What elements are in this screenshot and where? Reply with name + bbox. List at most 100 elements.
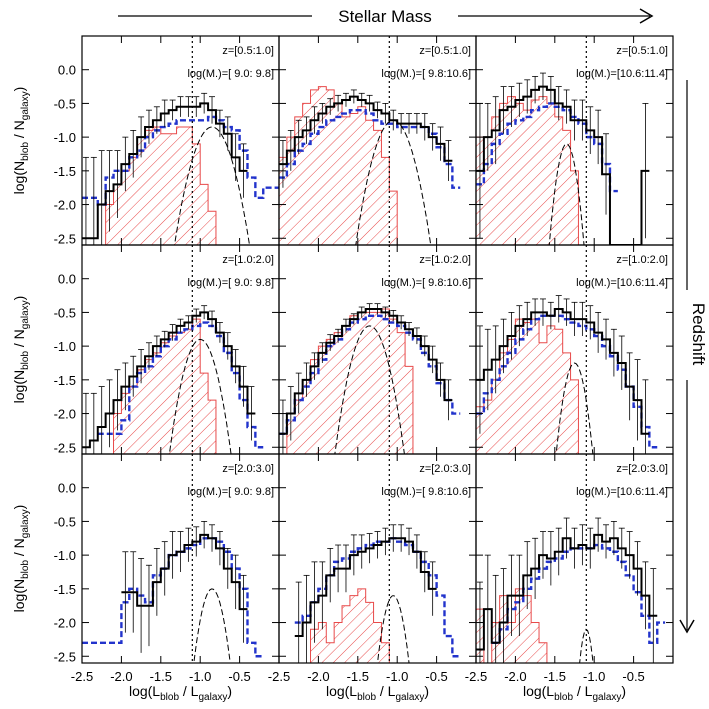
mass-bin-label: log(M.)=[10.6:11.4] bbox=[576, 277, 668, 289]
hatched-red-histogram bbox=[279, 588, 476, 663]
x-tick-label: -0.5 bbox=[425, 669, 447, 684]
mass-bin-label: log(M.)=[ 9.8:10.6] bbox=[381, 486, 471, 498]
mass-bin-label: log(M.)=[ 9.0: 9.8] bbox=[187, 68, 274, 80]
y-tick-label: -0.5 bbox=[54, 305, 76, 320]
y-tick-label: -1.0 bbox=[54, 130, 76, 145]
axis-title-part: blob bbox=[20, 142, 31, 161]
component-dashed-curve bbox=[376, 595, 410, 663]
y-tick-label: -2.5 bbox=[54, 440, 76, 455]
observed-histogram bbox=[121, 533, 248, 611]
blue-model-histogram bbox=[82, 115, 279, 206]
y-axis-title: log(Nblob / Ngalaxy) bbox=[11, 296, 31, 404]
axis-titles: log(Lblob / Lgalaxy) log(Lblob / Lgalaxy)… bbox=[11, 87, 626, 703]
panel-r1-c2: z=[1.0:2.0] log(M.)=[10.6:11.4] bbox=[475, 244, 674, 455]
observed-histogram bbox=[294, 537, 437, 638]
hatched-red-histogram bbox=[476, 318, 673, 454]
axis-title-part: ) bbox=[227, 683, 232, 699]
y-tick-label: -0.5 bbox=[54, 514, 76, 529]
mass-bin-label: log(M.)=[ 9.0: 9.8] bbox=[187, 277, 274, 289]
x-axis-title: log(Lblob / Lgalaxy) bbox=[523, 683, 626, 703]
y-tick-label: -2.5 bbox=[54, 231, 76, 246]
component-dashed-curve bbox=[548, 143, 585, 245]
stellar-mass-label: Stellar Mass bbox=[338, 7, 432, 26]
redshift-bin-label: z=[2.0:3.0] bbox=[419, 463, 471, 475]
y-tick-label: -1.5 bbox=[54, 373, 76, 388]
axis-title-part: blob bbox=[554, 692, 573, 703]
x-tick-label: -1.5 bbox=[347, 669, 369, 684]
x-tick-label: -1.0 bbox=[386, 669, 408, 684]
observed-histogram bbox=[476, 533, 658, 651]
panel-plot-area bbox=[279, 454, 476, 663]
y-tick-label: -2.0 bbox=[54, 198, 76, 213]
panel-r2-c0: z=[2.0:3.0] log(M.)=[ 9.0: 9.8] -2.5 -2.0 -1… bbox=[54, 453, 280, 684]
component-dashed-curve bbox=[334, 325, 405, 454]
redshift-header: Redshift bbox=[679, 80, 708, 634]
axis-title-part: galaxy bbox=[20, 509, 31, 538]
redshift-bin-label: z=[0.5:1.0] bbox=[419, 45, 471, 57]
y-tick-label: -1.5 bbox=[54, 582, 76, 597]
redshift-arrow-head-icon bbox=[679, 619, 695, 634]
y-axis-title: log(Nblob / Ngalaxy) bbox=[11, 505, 31, 613]
component-dashed-curve bbox=[173, 126, 251, 245]
x-tick-label: -2.0 bbox=[110, 669, 132, 684]
y-tick-label: 0.0 bbox=[58, 272, 76, 287]
x-tick-label: -2.5 bbox=[71, 669, 93, 684]
axis-title-part: blob bbox=[20, 351, 31, 370]
axis-title-part: / L bbox=[179, 683, 199, 699]
axis-title-part: log(L bbox=[326, 683, 357, 699]
blue-model-histogram bbox=[491, 543, 666, 644]
axis-title-part: log(L bbox=[129, 683, 160, 699]
panel-r2-c1: z=[2.0:3.0] log(M.)=[ 9.8:10.6] -2.5 -2.0 -1… bbox=[268, 453, 477, 684]
axis-title-part: / L bbox=[376, 683, 396, 699]
observed-histogram bbox=[82, 311, 256, 449]
panel-plot-area bbox=[279, 245, 476, 454]
hatched-red-histogram bbox=[279, 86, 476, 245]
axis-title-part: ) bbox=[11, 505, 27, 510]
axis-title-part: log(N bbox=[11, 579, 27, 612]
axis-title-part: / N bbox=[11, 329, 27, 351]
mass-bin-label: log(M.)=[ 9.8:10.6] bbox=[381, 68, 471, 80]
panel-frame bbox=[475, 453, 674, 664]
x-tick-label: -1.5 bbox=[544, 669, 566, 684]
mass-bin-label: log(M.)=[ 9.0: 9.8] bbox=[187, 486, 274, 498]
axis-title-part: / L bbox=[573, 683, 593, 699]
blue-model-histogram bbox=[279, 108, 461, 189]
x-tick-label: -1.0 bbox=[189, 669, 211, 684]
axis-title-part: ) bbox=[424, 683, 429, 699]
redshift-bin-label: z=[2.0:3.0] bbox=[222, 463, 274, 475]
panel-r1-c1: z=[1.0:2.0] log(M.)=[ 9.8:10.6] bbox=[278, 244, 477, 455]
axis-title-part: ) bbox=[11, 296, 27, 301]
mass-bin-label: log(M.)=[ 9.8:10.6] bbox=[381, 277, 471, 289]
x-tick-label: -2.0 bbox=[307, 669, 329, 684]
panel-plot-area bbox=[82, 454, 279, 663]
axis-title-part: log(N bbox=[11, 370, 27, 403]
component-dashed-curve bbox=[555, 362, 594, 454]
x-tick-label: -2.5 bbox=[465, 669, 487, 684]
redshift-bin-label: z=[0.5:1.0] bbox=[616, 45, 668, 57]
y-tick-label: -1.0 bbox=[54, 548, 76, 563]
stellar-mass-arrow-head-icon bbox=[639, 8, 654, 24]
blue-model-histogram bbox=[294, 537, 461, 658]
axis-title-part: galaxy bbox=[20, 300, 31, 329]
hatched-red-histogram bbox=[279, 308, 476, 454]
axis-title-part: galaxy bbox=[395, 692, 424, 703]
axis-title-part: log(N bbox=[11, 161, 27, 194]
panel-r0-c0: z=[0.5:1.0] log(M.)=[ 9.0: 9.8] -2.5 -2.0 -1… bbox=[54, 35, 280, 246]
mass-bin-label: log(M.)=[10.6:11.4] bbox=[576, 486, 668, 498]
mass-bin-label: log(M.)=[10.6:11.4] bbox=[576, 68, 668, 80]
axis-title-part: blob bbox=[357, 692, 376, 703]
panel-r2-c2: z=[2.0:3.0] log(M.)=[10.6:11.4] -2.5 -2.0 -1… bbox=[465, 453, 674, 684]
x-axis-title: log(Lblob / Lgalaxy) bbox=[326, 683, 429, 703]
y-tick-label: -1.0 bbox=[54, 339, 76, 354]
observed-histogram bbox=[279, 95, 453, 166]
y-tick-label: -1.5 bbox=[54, 164, 76, 179]
blue-model-histogram bbox=[279, 314, 461, 435]
axis-title-part: / N bbox=[11, 120, 27, 142]
component-dashed-curve bbox=[193, 588, 231, 663]
axis-title-part: ) bbox=[621, 683, 626, 699]
x-tick-label: -0.5 bbox=[622, 669, 644, 684]
panel-plot-area bbox=[476, 245, 673, 454]
hatched-red-histogram bbox=[476, 588, 673, 663]
y-tick-label: 0.0 bbox=[58, 481, 76, 496]
